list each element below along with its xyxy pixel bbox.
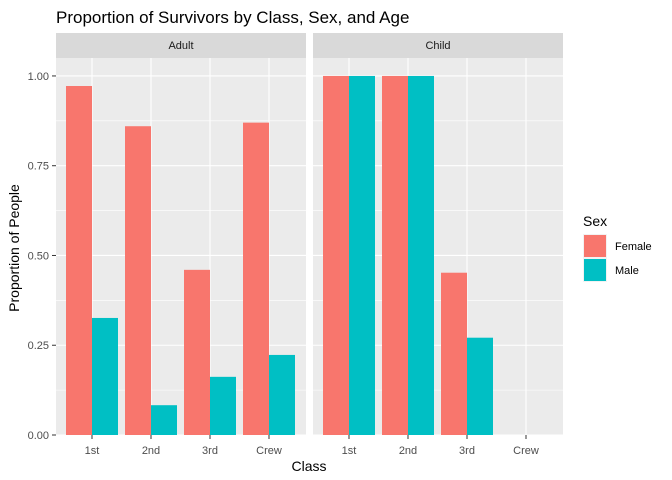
bar-male-1st [349, 75, 375, 435]
y-tick-label: 0.75 [28, 161, 49, 173]
bar-female-crew [243, 122, 269, 435]
facet-strip [313, 33, 563, 58]
bar-female-3rd [441, 272, 467, 435]
bar-female-2nd [125, 126, 151, 435]
facet-strip-label: Adult [168, 40, 193, 52]
x-tick-label: Crew [256, 445, 282, 457]
x-axis: 1st 2nd 3rd Crew 1st 2nd 3rd Crew [85, 435, 539, 457]
bar-female-1st [323, 75, 349, 435]
y-axis-title: Proportion of People [6, 184, 22, 312]
bar-male-3rd [467, 337, 493, 435]
bar-female-1st [66, 86, 92, 436]
legend: Sex Female Male [583, 213, 652, 282]
bar-male-1st [92, 317, 118, 435]
bar-female-3rd [184, 269, 210, 435]
y-tick-label: 0.50 [28, 250, 49, 262]
bar-male-3rd [210, 376, 236, 435]
legend-label-male: Male [615, 265, 639, 277]
x-axis-title: Class [291, 458, 326, 474]
bar-male-crew [269, 354, 295, 435]
x-tick-label: 3rd [459, 445, 475, 457]
x-tick-label: Crew [513, 445, 539, 457]
legend-label-female: Female [615, 241, 652, 253]
x-tick-label: 2nd [142, 445, 160, 457]
facet-strip [56, 33, 306, 58]
legend-key-female [584, 235, 606, 257]
bar-male-2nd [408, 75, 434, 435]
x-tick-label: 3rd [202, 445, 218, 457]
legend-key-male [584, 259, 606, 281]
y-tick-label: 0.25 [28, 340, 49, 352]
facet-panels: Adult Child [56, 33, 563, 436]
facet-strip-label: Child [425, 40, 450, 52]
bar-male-2nd [151, 405, 177, 435]
chart-title: Proportion of Survivors by Class, Sex, a… [56, 8, 409, 27]
y-tick-label: 0.00 [28, 430, 49, 442]
bar-female-2nd [382, 75, 408, 435]
y-tick-label: 1.00 [28, 71, 49, 83]
facet-panel-adult: Adult [56, 33, 306, 436]
y-axis: 0.00 0.25 0.50 0.75 1.00 [28, 71, 56, 442]
legend-title: Sex [583, 213, 607, 229]
facet-panel-child: Child [313, 33, 563, 436]
x-tick-label: 2nd [399, 445, 417, 457]
x-tick-label: 1st [342, 445, 357, 457]
x-tick-label: 1st [85, 445, 100, 457]
